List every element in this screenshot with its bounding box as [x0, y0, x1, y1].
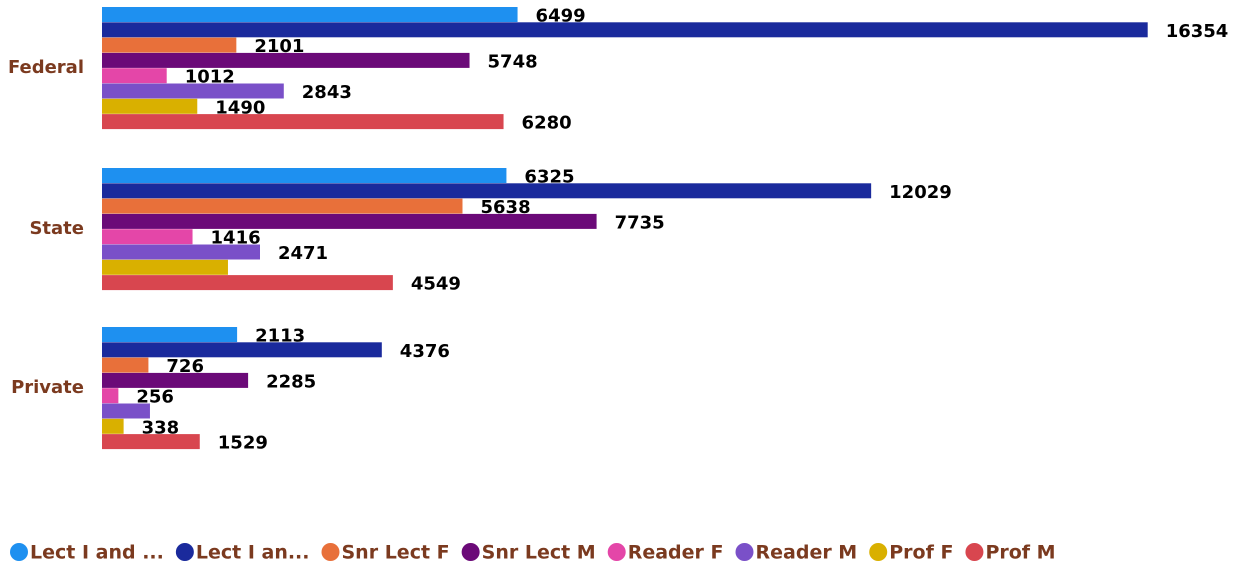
legend-marker [735, 543, 754, 561]
bar [102, 183, 872, 199]
legend-marker [10, 543, 28, 561]
bar [102, 372, 249, 388]
legend-marker [461, 543, 480, 561]
bar [102, 229, 193, 245]
legend-label: Lect I and ... [30, 542, 164, 564]
bar [102, 244, 260, 260]
bar [102, 403, 150, 419]
bar [102, 327, 238, 342]
data-label: 726 [166, 356, 204, 377]
legend-label: Reader F [628, 542, 724, 564]
bar [102, 68, 167, 84]
data-label: 338 [142, 417, 180, 438]
category-label: Private [11, 377, 84, 398]
legend-label: Prof F [889, 542, 953, 564]
data-label: 16354 [1166, 21, 1229, 42]
data-label: 1012 [185, 67, 235, 88]
legend-marker [869, 543, 888, 561]
bar [102, 418, 124, 434]
bar [102, 357, 149, 373]
bar [102, 22, 1148, 38]
legend-label: Snr Lect M [482, 542, 596, 564]
legend-label: Prof M [985, 542, 1055, 564]
data-label: 2285 [266, 371, 316, 392]
bar [102, 434, 200, 450]
bar [102, 37, 237, 53]
data-label: 2113 [255, 326, 305, 347]
bar [102, 168, 507, 183]
bar [102, 259, 228, 275]
legend-label: Snr Lect F [342, 542, 450, 564]
legend-marker [607, 543, 626, 561]
bar [102, 98, 198, 114]
bar [102, 83, 284, 99]
category-label: State [29, 218, 84, 239]
legend-marker [321, 543, 340, 561]
data-label: 2843 [302, 82, 352, 103]
data-label: 4376 [400, 341, 450, 362]
data-label: 5638 [481, 197, 531, 218]
data-label: 6280 [522, 113, 572, 134]
data-label: 6499 [536, 6, 586, 27]
data-label: 4549 [411, 274, 461, 295]
data-label: 2101 [254, 36, 304, 57]
bar [102, 342, 382, 358]
data-label: 7735 [615, 212, 665, 233]
data-label: 1416 [211, 228, 261, 249]
bar [102, 388, 119, 404]
bar [102, 52, 470, 68]
legend-marker [175, 543, 194, 561]
data-label: 2471 [278, 243, 328, 264]
bar [102, 213, 597, 229]
bar [102, 198, 463, 214]
bar [102, 7, 518, 22]
data-label: 5748 [488, 51, 538, 72]
data-label: 6325 [524, 167, 574, 188]
data-label: 1529 [218, 433, 268, 454]
bar [102, 275, 393, 291]
data-label: 1490 [215, 97, 265, 118]
legend-label: Lect I an... [196, 542, 310, 564]
data-label: 256 [136, 387, 174, 408]
bar [102, 114, 504, 130]
legend-label: Reader M [756, 542, 858, 564]
data-label: 12029 [889, 182, 952, 203]
legend-marker [965, 543, 984, 561]
category-label: Federal [8, 57, 84, 78]
